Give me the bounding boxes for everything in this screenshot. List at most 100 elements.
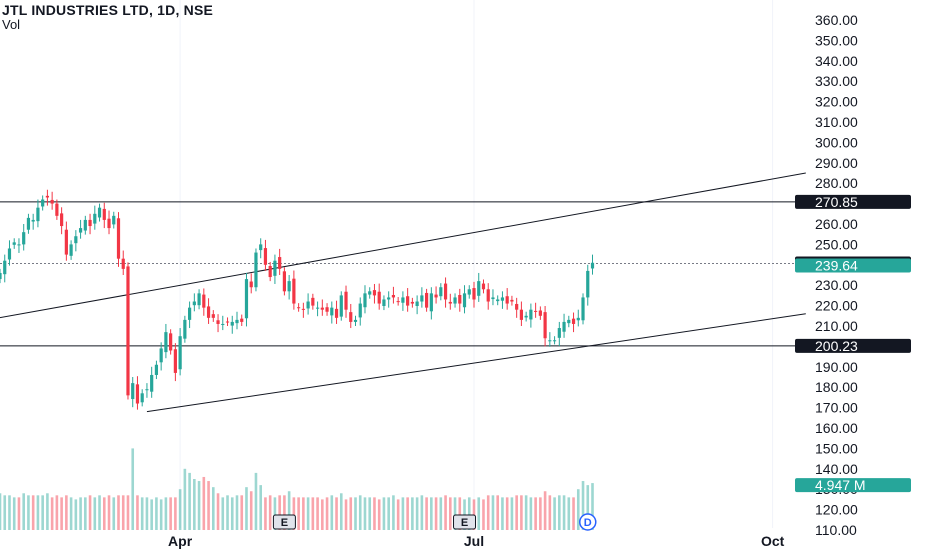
candle-body: [78, 228, 83, 233]
candle-body: [429, 293, 433, 312]
candle: [315, 301, 320, 317]
trendlines[interactable]: [0, 172, 806, 413]
candle: [406, 288, 410, 312]
y-tick-label: 320.00: [815, 94, 858, 110]
volume-bar: [358, 495, 362, 530]
candle: [519, 301, 523, 326]
candle-body: [150, 374, 154, 392]
volume-bar: [55, 495, 59, 530]
candle-body: [477, 281, 481, 296]
candle-body: [425, 292, 429, 308]
volume-bar: [22, 493, 25, 530]
time-axis[interactable]: Apr Jul Oct: [168, 533, 785, 549]
volume-label-text: 4.947 M: [815, 477, 866, 493]
earnings-label: E: [461, 517, 468, 529]
candle: [429, 287, 433, 320]
candle: [415, 295, 419, 315]
volume-bar: [193, 479, 196, 530]
volume-bar: [576, 489, 580, 530]
candle-body: [496, 299, 500, 302]
candle-body: [216, 320, 220, 324]
candle: [548, 332, 552, 347]
volume-bar: [392, 495, 395, 530]
earnings-marker: E: [453, 514, 477, 530]
candle: [500, 291, 505, 309]
price-axis[interactable]: 360.00 350.00 340.00 330.00 320.00 310.00 300.…: [815, 12, 858, 538]
volume-bar: [27, 495, 30, 530]
candle: [31, 213, 35, 230]
volume-bar: [278, 495, 281, 530]
volume-bar: [207, 481, 210, 530]
candle: [254, 248, 258, 292]
candle-body: [567, 319, 571, 324]
candle: [387, 291, 391, 308]
candle-body: [406, 296, 410, 306]
volume-bar: [486, 495, 490, 530]
candle-body: [3, 260, 7, 275]
candle: [401, 291, 405, 311]
candle: [552, 336, 557, 345]
candle: [55, 199, 59, 220]
volume-bar: [121, 495, 125, 530]
y-tick-label: 120.00: [815, 502, 858, 518]
candle: [505, 288, 509, 310]
y-tick-label: 330.00: [815, 73, 858, 89]
volume-bar: [107, 495, 111, 530]
candle: [282, 267, 286, 296]
candle-body: [121, 258, 125, 269]
volume-bar: [453, 497, 457, 530]
volume-bar: [102, 497, 106, 530]
x-tick-label: Apr: [168, 533, 193, 549]
candle-body: [543, 312, 547, 339]
candle-body: [282, 271, 286, 292]
volume-bar: [98, 495, 101, 530]
y-tick-label: 150.00: [815, 440, 858, 456]
candle-body: [562, 321, 566, 332]
candle-body: [60, 213, 64, 227]
candle: [334, 300, 339, 324]
candle: [159, 342, 163, 371]
volume-bar: [377, 499, 381, 530]
volume-indicator-label[interactable]: Vol: [2, 17, 21, 32]
volume-bar: [311, 497, 315, 530]
candle: [368, 287, 372, 299]
candle-body: [292, 278, 296, 304]
volume-bar: [467, 497, 471, 530]
volume-bar: [88, 495, 92, 530]
volume-bar: [136, 495, 139, 530]
volume-bar: [458, 497, 462, 530]
earnings-marker: E: [272, 514, 296, 530]
candle-body: [50, 199, 54, 204]
volume-bar: [249, 491, 253, 530]
volume-bar: [65, 495, 68, 530]
candle-body: [17, 244, 21, 246]
candle: [216, 314, 220, 333]
candle-body: [145, 389, 149, 391]
volume-bar: [430, 497, 433, 530]
candle-body: [481, 283, 486, 290]
volume-bar: [221, 497, 225, 530]
volume-bar: [131, 448, 135, 530]
volume-bar: [444, 495, 447, 530]
candle-body: [391, 294, 396, 298]
candle-body: [396, 301, 400, 303]
volume-bar: [505, 497, 509, 530]
candle-body: [519, 309, 523, 320]
candle-body: [586, 270, 590, 298]
price-level-lines[interactable]: [0, 201, 795, 347]
candle: [557, 321, 561, 346]
candle-body: [197, 293, 201, 306]
symbol-title[interactable]: JTL INDUSTRIES LTD, 1D, NSE: [2, 2, 214, 18]
volume-bar: [548, 495, 552, 530]
candle: [453, 293, 457, 308]
volume-bar: [240, 495, 244, 530]
candle: [202, 288, 206, 316]
volume-bar: [420, 495, 424, 530]
volume-bar: [50, 497, 54, 530]
candle: [363, 285, 367, 314]
candle: [135, 376, 140, 410]
volume-bar: [349, 497, 353, 530]
volume-bar: [155, 497, 158, 530]
